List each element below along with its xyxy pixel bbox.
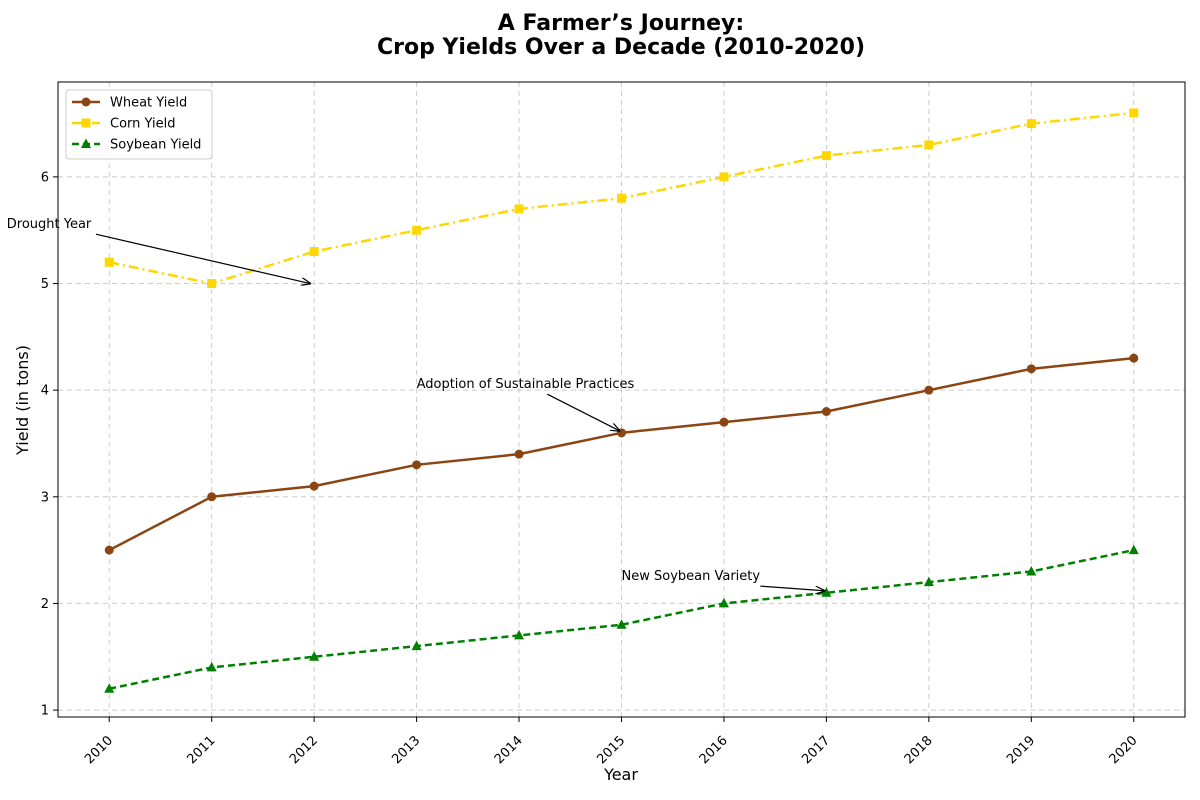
y-tick-label: 2 xyxy=(41,597,49,612)
y-tick-label: 6 xyxy=(41,170,49,185)
data-point xyxy=(923,576,934,587)
annotation-arrow xyxy=(95,233,310,283)
chart-title-line-2: Crop Yields Over a Decade (2010-2020) xyxy=(377,35,865,60)
legend: Wheat Yield Corn Yield Soybean Yield xyxy=(65,89,213,160)
y-axis-label: Yield (in tons) xyxy=(13,345,32,456)
data-point xyxy=(1129,353,1139,363)
x-tick-label: 2019 xyxy=(1004,733,1038,767)
data-point xyxy=(104,257,114,267)
x-tick-label: 2020 xyxy=(1107,733,1141,767)
x-tick-label: 2015 xyxy=(594,733,628,767)
y-tick-label: 5 xyxy=(41,277,49,292)
x-axis-label: Year xyxy=(603,765,638,784)
data-point xyxy=(1026,119,1036,129)
legend-entry: Soybean Yield xyxy=(110,138,201,153)
x-tick-label: 2018 xyxy=(902,733,936,767)
series-line xyxy=(108,548,1135,690)
annotation-text: New Soybean Variety xyxy=(622,569,761,584)
series-soybean-yield xyxy=(104,544,1139,693)
data-point xyxy=(514,629,525,640)
data-point xyxy=(309,651,320,661)
data-point xyxy=(207,492,217,502)
data-point xyxy=(1128,544,1139,555)
series-layer xyxy=(104,108,1139,693)
legend-box xyxy=(65,89,213,160)
data-point xyxy=(1026,565,1037,576)
annotations: Drought Year Adoption of Sustainable Prac… xyxy=(7,217,825,591)
x-tick-label: 2011 xyxy=(185,733,219,767)
data-point xyxy=(924,140,934,150)
data-point xyxy=(1129,108,1139,118)
data-point xyxy=(821,406,831,416)
data-point xyxy=(719,172,729,182)
legend-marker xyxy=(81,138,91,148)
data-point xyxy=(718,597,729,608)
y-tick-label: 4 xyxy=(41,384,49,399)
chart-title-line-1: A Farmer’s Journey: xyxy=(498,11,744,36)
legend-marker xyxy=(81,97,91,107)
data-point xyxy=(104,545,114,555)
annotation-arrow xyxy=(547,393,619,431)
legend-marker xyxy=(81,118,91,128)
series-corn-yield xyxy=(104,108,1139,289)
legend-entry: Wheat Yield xyxy=(110,96,187,111)
x-tick-label: 2010 xyxy=(82,733,116,767)
series-wheat-yield xyxy=(104,353,1139,555)
data-point xyxy=(1026,364,1036,374)
x-tick-label: 2013 xyxy=(389,733,423,767)
y-tick-label: 3 xyxy=(41,490,49,505)
x-tick-label: 2014 xyxy=(492,733,526,767)
annotation-text: Adoption of Sustainable Practices xyxy=(417,377,635,392)
x-tick-label: 2012 xyxy=(287,733,321,767)
data-point xyxy=(412,225,422,235)
data-point xyxy=(206,661,217,672)
x-tick-label: 2016 xyxy=(697,733,731,767)
data-point xyxy=(309,481,319,491)
data-point xyxy=(616,619,627,629)
data-point xyxy=(617,193,626,203)
data-point xyxy=(104,683,115,693)
data-point xyxy=(411,640,422,651)
x-tick-label: 2017 xyxy=(799,733,833,767)
legend-entry: Corn Yield xyxy=(110,117,175,132)
data-point xyxy=(309,247,319,257)
data-point xyxy=(821,151,831,161)
data-point xyxy=(924,385,934,395)
annotation-arrow xyxy=(760,585,824,591)
data-point xyxy=(207,279,217,289)
grid xyxy=(58,82,1185,717)
data-point xyxy=(514,204,524,214)
annotation-text: Drought Year xyxy=(7,217,92,232)
data-point xyxy=(412,460,422,470)
data-point xyxy=(514,449,524,459)
y-tick-label: 1 xyxy=(41,704,49,719)
data-point xyxy=(719,417,729,427)
